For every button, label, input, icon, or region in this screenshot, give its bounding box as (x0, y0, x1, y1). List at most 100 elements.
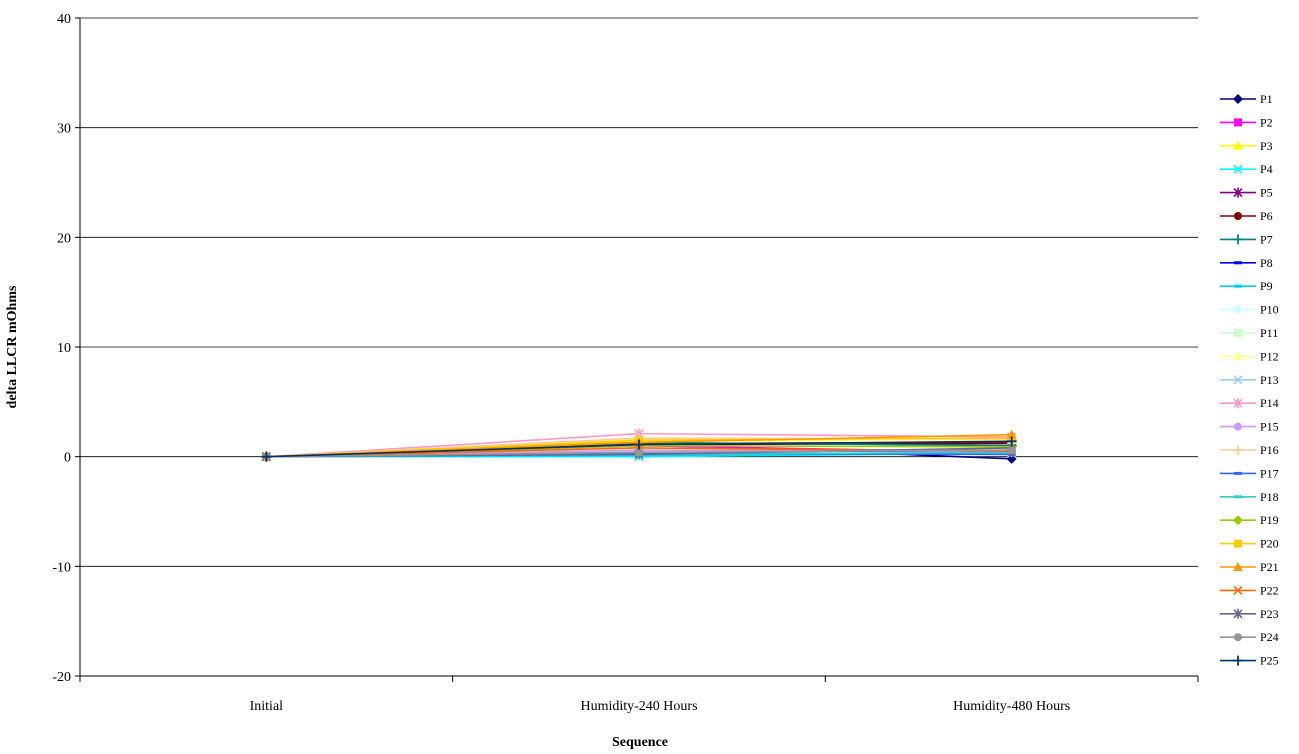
legend-label: P21 (1260, 560, 1279, 574)
x-axis-ticks: Initial Humidity-240 Hours Humidity-480 Ho… (79, 676, 1199, 714)
legend-item: P18 (1220, 490, 1279, 504)
legend-marker (1234, 633, 1242, 642)
legend-marker (1233, 164, 1243, 174)
legend-label: P14 (1260, 396, 1279, 410)
legend-marker (1233, 515, 1243, 526)
legend-marker (1234, 329, 1242, 337)
legend-label: P1 (1260, 92, 1273, 106)
legend-label: P19 (1260, 513, 1279, 527)
legend-item: P2 (1220, 115, 1273, 129)
y-axis-ticks: -20 -10 0 10 20 30 40 (52, 12, 80, 685)
legend-label: P25 (1260, 654, 1279, 668)
legend-item: P3 (1220, 139, 1273, 153)
y-tick-label: -20 (52, 670, 71, 685)
legend: P1 P2 P3 P4 P5 P6 P7 P8 P9 P10 P11 P12 P13 P14 P15 P16 P… (1220, 92, 1279, 668)
y-tick-label: 30 (57, 122, 71, 137)
legend-marker (1233, 655, 1243, 666)
data-point (1007, 452, 1016, 456)
legend-label: P2 (1260, 115, 1273, 129)
legend-label: P18 (1260, 490, 1279, 504)
legend-item: P10 (1220, 303, 1279, 317)
legend-item: P12 (1220, 349, 1279, 363)
legend-item: P9 (1220, 279, 1273, 293)
legend-item: P19 (1220, 513, 1279, 527)
y-tick-label: 20 (57, 231, 71, 246)
legend-label: P10 (1260, 303, 1279, 317)
legend-marker (1233, 351, 1243, 361)
legend-marker (1234, 495, 1242, 499)
legend-item: P4 (1220, 162, 1273, 176)
x-tick-label: Humidity-240 Hours (580, 699, 697, 714)
legend-marker (1234, 261, 1242, 265)
data-point (1006, 436, 1017, 447)
legend-label: P22 (1260, 583, 1279, 597)
legend-item: P21 (1220, 560, 1279, 574)
legend-marker (1233, 94, 1243, 104)
series-P25 (261, 436, 1017, 462)
legend-label: P9 (1260, 279, 1273, 293)
legend-item: P16 (1220, 443, 1279, 457)
legend-item: P17 (1220, 466, 1279, 480)
legend-item: P5 (1220, 186, 1273, 200)
legend-item: P14 (1220, 396, 1279, 410)
legend-label: P24 (1260, 630, 1279, 644)
data-point (635, 448, 643, 457)
x-axis-title: Sequence (612, 735, 668, 750)
data-point (1006, 429, 1017, 439)
legend-label: P16 (1260, 443, 1279, 457)
legend-item: P22 (1220, 583, 1279, 597)
legend-item: P7 (1220, 232, 1273, 246)
y-tick-label: 10 (57, 341, 71, 356)
legend-label: P23 (1260, 607, 1279, 621)
legend-label: P8 (1260, 256, 1273, 270)
legend-label: P5 (1260, 186, 1273, 200)
legend-label: P15 (1260, 420, 1279, 434)
legend-item: P23 (1220, 607, 1279, 621)
legend-label: P20 (1260, 537, 1279, 551)
legend-label: P13 (1260, 373, 1279, 387)
legend-marker (1234, 118, 1242, 127)
legend-label: P12 (1260, 349, 1279, 363)
legend-marker (1233, 608, 1243, 619)
y-tick-label: -10 (52, 560, 71, 575)
x-tick-label: Humidity-480 Hours (953, 699, 1070, 714)
y-tick-label: 40 (57, 12, 71, 27)
legend-item: P6 (1220, 209, 1273, 223)
legend-marker (1233, 187, 1243, 198)
legend-marker (1234, 471, 1242, 475)
y-axis-title: delta LLCR mOhms (5, 285, 20, 408)
legend-item: P25 (1220, 654, 1279, 668)
legend-marker (1233, 398, 1243, 409)
legend-label: P17 (1260, 466, 1279, 480)
legend-marker (1234, 539, 1242, 548)
legend-item: P1 (1220, 92, 1273, 106)
y-tick-label: 0 (64, 451, 71, 466)
legend-marker (1233, 585, 1243, 595)
legend-label: P7 (1260, 232, 1273, 246)
data-point (634, 439, 644, 450)
legend-marker (1234, 422, 1242, 431)
legend-item: P24 (1220, 630, 1279, 644)
legend-item: P13 (1220, 373, 1279, 387)
legend-label: P3 (1260, 139, 1273, 153)
legend-marker (1234, 212, 1242, 220)
data-point (1007, 446, 1016, 455)
legend-label: P11 (1260, 326, 1278, 340)
legend-label: P4 (1260, 162, 1273, 176)
legend-item: P20 (1220, 537, 1279, 551)
x-tick-label: Initial (250, 699, 284, 714)
legend-marker (1233, 234, 1243, 245)
legend-marker (1234, 284, 1242, 288)
legend-item: P15 (1220, 420, 1279, 434)
legend-item: P8 (1220, 256, 1273, 270)
series-group (261, 428, 1017, 464)
gridlines (80, 17, 1198, 677)
legend-marker (1233, 562, 1243, 571)
legend-marker (1233, 375, 1243, 385)
legend-item: P11 (1220, 326, 1278, 340)
data-point (261, 451, 272, 462)
legend-marker (1233, 140, 1243, 150)
legend-marker (1233, 304, 1243, 315)
legend-marker (1233, 445, 1243, 455)
